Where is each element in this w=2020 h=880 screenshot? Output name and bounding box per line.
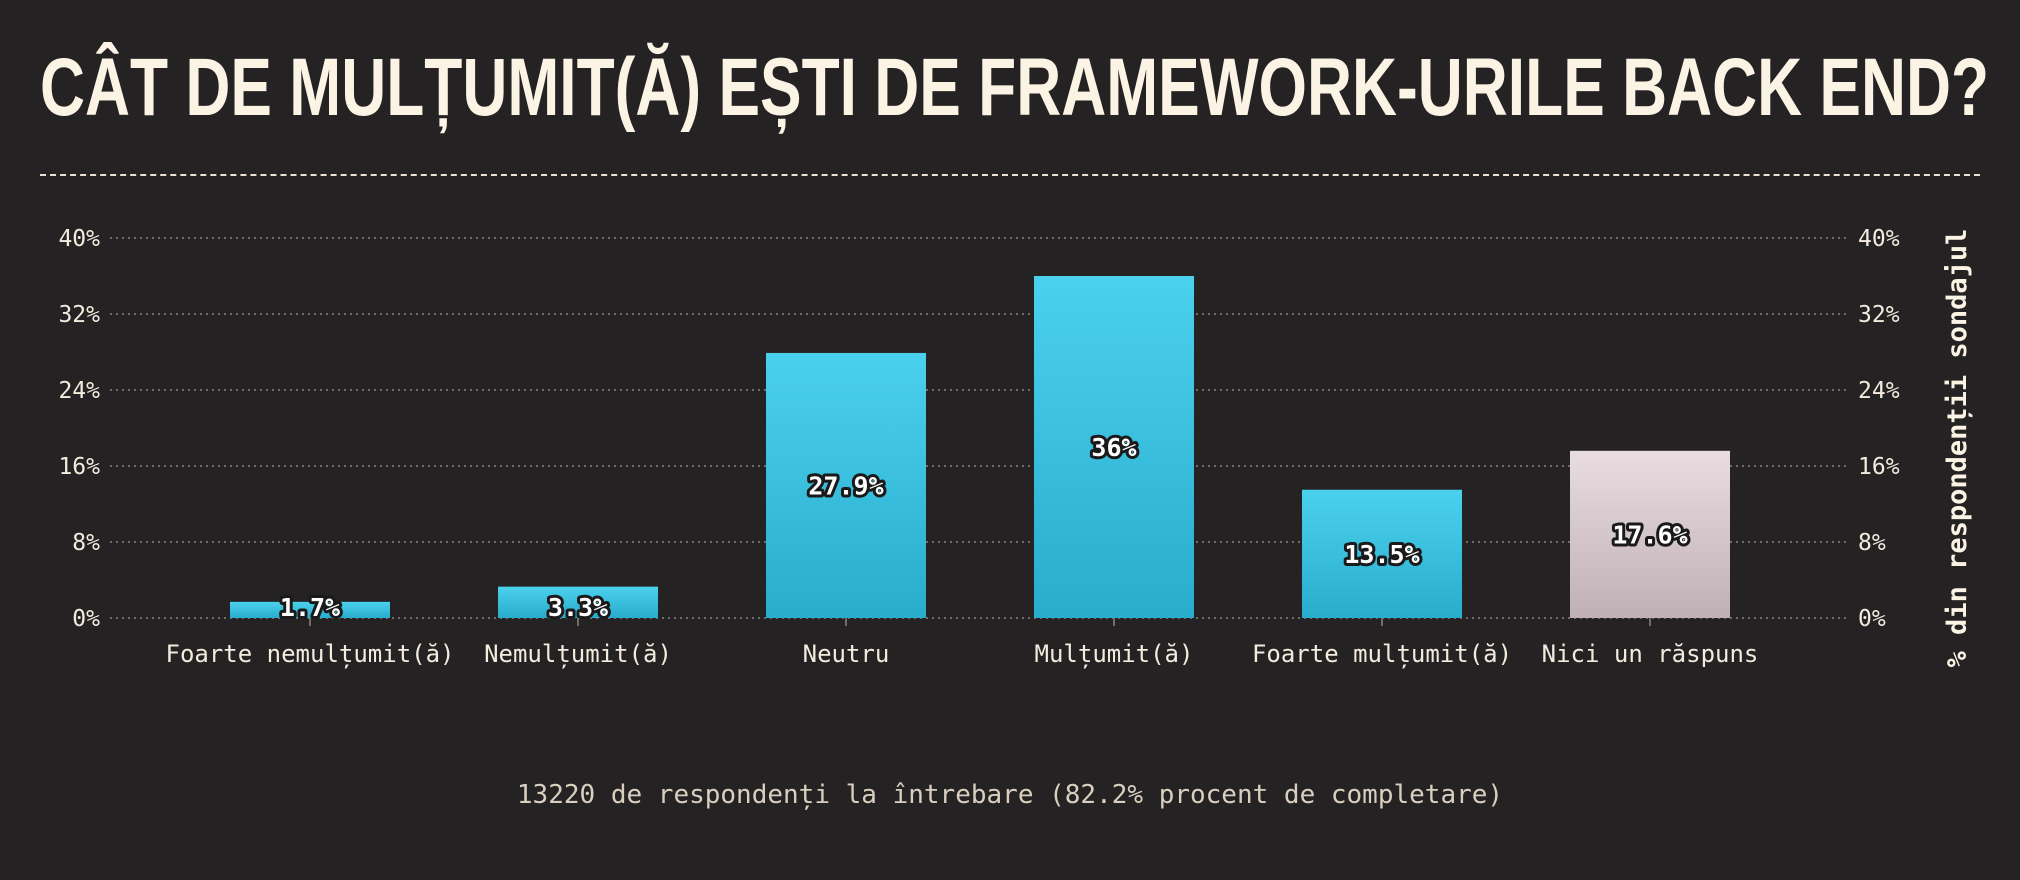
bar-value-label: 36% — [1091, 433, 1136, 462]
bar-value-label: 13.5% — [1344, 540, 1419, 569]
y-tick-label-right: 40% — [1858, 226, 1900, 252]
y-tick-label-right: 0% — [1858, 606, 1886, 632]
x-tick-label: Foarte nemulțumit(ă) — [166, 640, 455, 669]
gridlines — [110, 237, 1850, 619]
x-tick-label: Nici un răspuns — [1542, 640, 1759, 668]
bar-value-label: 17.6% — [1612, 520, 1687, 549]
y-tick-label-right: 32% — [1858, 302, 1900, 328]
y-tick-label: 16% — [58, 454, 100, 480]
bar — [766, 352, 926, 618]
y-axis-left: 0% 8% 16% 24% 32% 40% — [58, 226, 100, 632]
y-axis-label: % din respondenții sondajul — [1942, 229, 1973, 668]
bar-value-label: 27.9% — [808, 471, 883, 500]
y-tick-label-right: 16% — [1858, 454, 1900, 480]
x-axis: Foarte nemulțumit(ă) Nemulțumit(ă) Neutru M… — [166, 618, 1759, 669]
y-tick-label: 8% — [72, 530, 100, 556]
bar — [230, 601, 390, 618]
y-tick-label: 0% — [72, 606, 100, 632]
x-tick-label: Mulțumit(ă) — [1035, 640, 1194, 669]
x-tick-label: Neutru — [803, 640, 890, 668]
y-tick-label: 24% — [58, 378, 100, 404]
y-axis-right: 0% 8% 16% 24% 32% 40% — [1858, 226, 1900, 632]
bar — [1034, 276, 1194, 618]
bars: 1.7% 3.3% 27.9% 36% 13.5% 17.6% — [230, 276, 1730, 625]
title-divider — [40, 174, 1980, 176]
bar-chart: 0% 8% 16% 24% 32% 40% 0% 8% 16% 24% 32% 40% 1.7% 3.… — [58, 226, 1973, 669]
y-tick-label-right: 24% — [1858, 378, 1900, 404]
chart-title: CÂT DE MULȚUMIT(Ă) EȘTI DE FRAMEWORK-URI… — [40, 42, 1990, 133]
x-tick-label: Foarte mulțumit(ă) — [1252, 640, 1512, 669]
bar-value-label: 1.7% — [280, 593, 340, 622]
respondents-note: 13220 de respondenți la întrebare (82.2%… — [516, 780, 1504, 810]
bar — [498, 586, 658, 618]
y-tick-label: 32% — [58, 302, 100, 328]
bar-value-label: 3.3% — [548, 593, 608, 622]
x-tick-label: Nemulțumit(ă) — [484, 640, 672, 669]
y-tick-label-right: 8% — [1858, 530, 1886, 556]
bar — [1302, 489, 1462, 618]
bar — [1570, 450, 1730, 618]
y-tick-label: 40% — [58, 226, 100, 252]
